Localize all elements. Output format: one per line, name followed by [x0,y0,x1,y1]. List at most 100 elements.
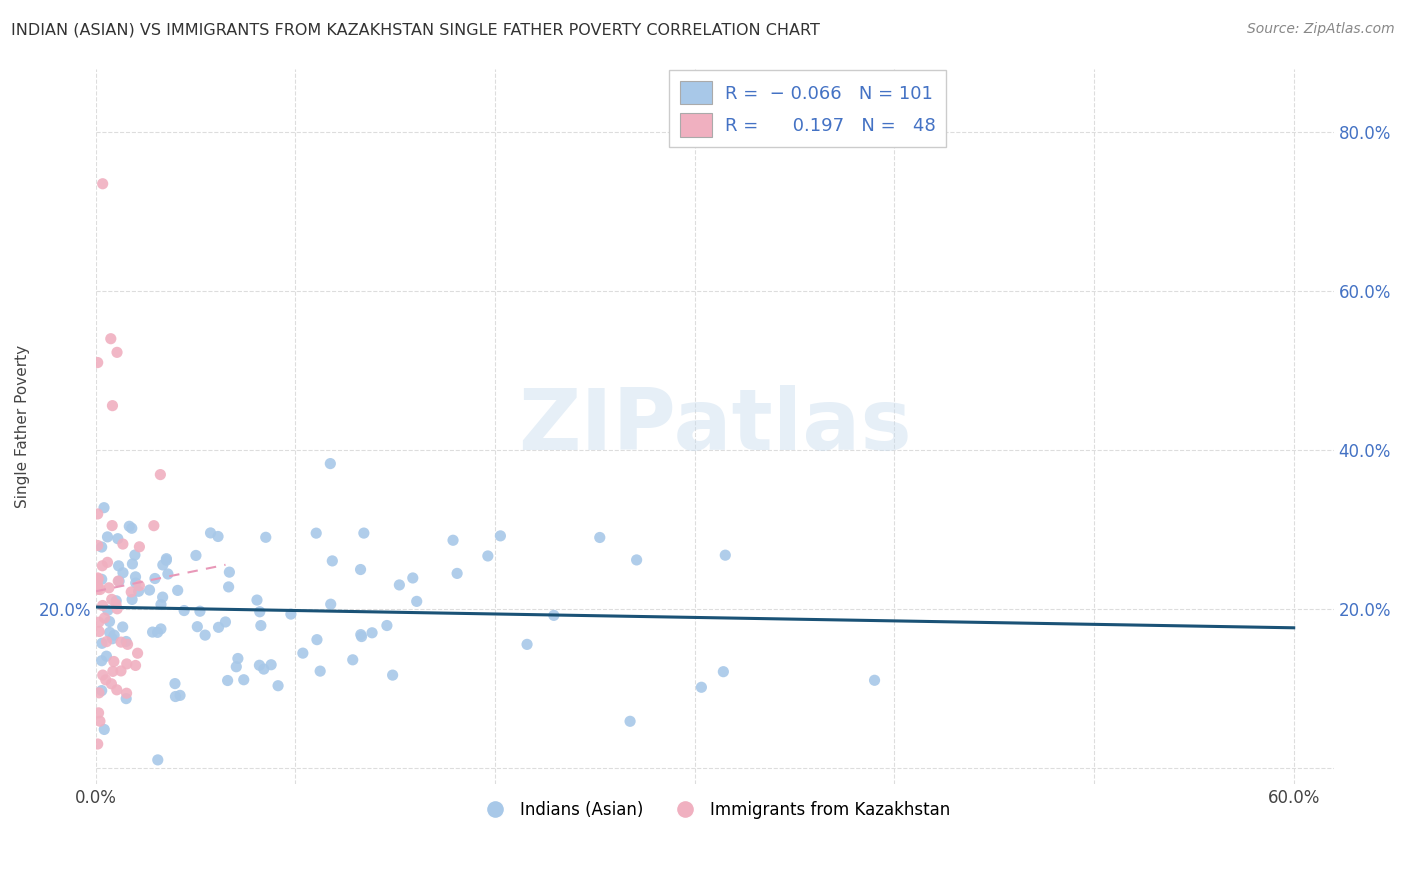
Point [619,714,641,729]
Point [117,637,139,651]
Point [97,603,120,617]
Point [405,594,427,608]
Point [101,399,124,413]
Point [107,574,129,588]
Point [626,553,648,567]
Point [93,723,115,737]
Point [319,597,342,611]
Point [690,680,713,694]
Point [402,571,425,585]
Point [97,581,120,595]
Point [321,554,343,568]
Point [711,665,734,679]
Point [86,737,108,751]
Point [96,555,118,569]
Point [104,597,127,611]
Text: INDIAN (ASIAN) VS IMMIGRANTS FROM KAZAKHSTAN SINGLE FATHER POVERTY CORRELATION C: INDIAN (ASIAN) VS IMMIGRANTS FROM KAZAKH… [11,22,820,37]
Point [350,627,373,641]
Point [253,662,276,676]
Point [152,590,174,604]
Point [107,558,129,573]
Point [89,582,111,597]
Point [516,637,538,651]
Point [93,611,115,625]
Point [96,530,118,544]
Text: ZIPatlas: ZIPatlas [517,384,911,467]
Point [207,529,229,543]
Point [90,683,112,698]
Point [105,602,128,616]
Point [87,572,110,586]
Point [121,592,143,607]
Point [214,615,236,629]
Point [169,689,191,703]
Point [305,632,328,647]
Point [115,634,138,648]
Point [91,636,114,650]
Point [110,664,132,678]
Y-axis label: Single Father Poverty: Single Father Poverty [15,344,30,508]
Point [111,566,134,580]
Point [105,594,128,608]
Point [100,592,122,607]
Point [218,580,240,594]
Point [87,706,110,720]
Point [146,625,169,640]
Point [101,665,124,679]
Point [217,673,239,688]
Point [111,537,134,551]
Point [121,521,143,535]
Point [156,566,179,581]
Point [105,682,128,697]
Point [149,598,172,612]
Point [90,572,112,586]
Point [249,605,271,619]
Point [90,654,112,668]
Point [142,625,165,640]
Point [342,653,364,667]
Point [89,714,111,729]
Point [96,649,118,664]
Point [200,525,222,540]
Point [350,630,373,644]
Point [155,551,177,566]
Point [89,624,111,639]
Point [149,467,172,482]
Point [477,549,499,563]
Point [260,657,283,672]
Point [91,668,114,682]
Point [115,657,138,671]
Point [86,571,108,585]
Point [91,558,114,573]
Point [124,658,146,673]
Point [863,673,886,688]
Point [207,620,229,634]
Point [155,553,177,567]
Point [267,679,290,693]
Point [319,457,342,471]
Point [86,578,108,592]
Point [124,570,146,584]
Point [128,579,150,593]
Legend: Indians (Asian), Immigrants from Kazakhstan: Indians (Asian), Immigrants from Kazakhs… [472,794,957,825]
Point [309,664,332,678]
Point [100,677,122,691]
Point [143,572,166,586]
Point [225,659,247,673]
Point [441,533,464,548]
Point [246,593,269,607]
Point [125,576,148,591]
Point [149,622,172,636]
Point [101,632,124,646]
Point [146,753,169,767]
Point [280,607,302,621]
Point [446,566,468,581]
Point [91,177,114,191]
Point [249,658,271,673]
Point [543,608,565,623]
Point [291,646,314,660]
Point [194,628,217,642]
Point [165,690,187,704]
Point [305,526,328,541]
Point [714,548,737,562]
